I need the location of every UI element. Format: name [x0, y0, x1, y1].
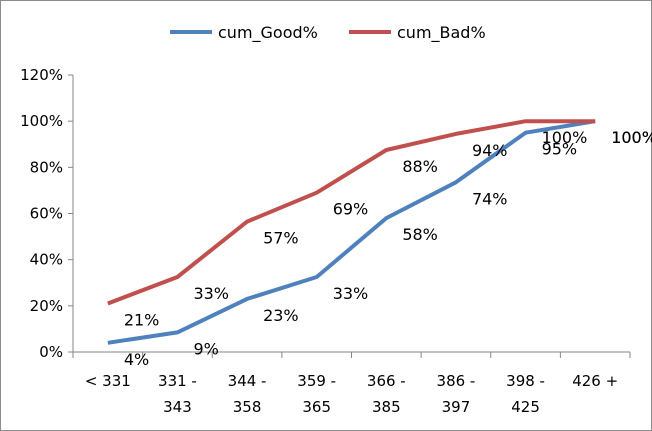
x-tick-label: 398 - 425 — [506, 372, 545, 416]
x-tick-label: 344 - 358 — [228, 372, 267, 416]
x-tick-label: 366 - 385 — [367, 372, 406, 416]
y-tick-label: 20% — [30, 297, 63, 315]
y-tick-label: 40% — [30, 251, 63, 269]
legend-label: cum_Good% — [218, 23, 318, 43]
y-tick-label: 120% — [20, 66, 63, 84]
data-label-cum-good: 33% — [333, 284, 369, 303]
data-label-cum-good: 100% — [611, 128, 652, 147]
x-tick-label-line: 426 + — [572, 372, 618, 390]
x-tick-label-line: 425 — [511, 398, 540, 416]
y-tick-label: 60% — [30, 205, 63, 223]
x-tick-label-line: 331 - — [158, 372, 197, 390]
x-tick-label-line: 397 — [442, 398, 471, 416]
legend-label: cum_Bad% — [397, 23, 486, 43]
x-tick-label-line: < 331 — [85, 372, 131, 390]
x-tick-label-line: 358 — [233, 398, 262, 416]
data-label-cum-good: 95% — [542, 140, 578, 159]
x-tick-label: 426 + — [572, 372, 618, 390]
data-label-cum-good: 58% — [402, 225, 438, 244]
x-tick-label: 331 - 343 — [158, 372, 197, 416]
x-tick-label-line: 366 - — [367, 372, 406, 390]
data-label-cum-bad: 21% — [124, 311, 160, 330]
data-label-cum-bad: 94% — [472, 141, 508, 160]
data-label-cum-good: 74% — [472, 189, 508, 208]
data-label-cum-bad: 88% — [402, 157, 438, 176]
data-label-cum-bad: 100% — [611, 128, 652, 147]
legend: cum_Good% cum_Bad% — [170, 23, 486, 43]
x-tick-label: 359 - 365 — [297, 372, 336, 416]
data-labels: 4%9%23%33%58%74%95%100%21%33%57%69%88%94… — [124, 128, 652, 369]
y-tick-label: 80% — [30, 158, 63, 176]
data-label-cum-bad: 33% — [193, 284, 229, 303]
x-tick-label-line: 365 — [302, 398, 331, 416]
series-line-cum-bad — [107, 119, 596, 306]
data-label-cum-bad: 57% — [263, 229, 299, 248]
x-tick-label-line: 344 - — [228, 372, 267, 390]
data-label-cum-good: 9% — [193, 339, 218, 358]
data-label-cum-good: 4% — [124, 350, 149, 369]
y-tick-label: 100% — [20, 112, 63, 130]
x-tick-label-line: 386 - — [437, 372, 476, 390]
axes: 0% 20% 40% 60% 80% 100% 120% < 331 331 - 343 344 -… — [20, 66, 631, 416]
y-tick-label: 0% — [39, 343, 63, 361]
x-tick-label-line: 398 - — [506, 372, 545, 390]
x-tick-label: 386 - 397 — [437, 372, 476, 416]
x-tick-label-line: 385 — [372, 398, 401, 416]
data-label-cum-good: 23% — [263, 306, 299, 325]
series-lines — [107, 119, 596, 345]
series-line-cum-good — [107, 119, 596, 345]
x-tick-label: < 331 — [85, 372, 131, 390]
x-tick-label-line: 359 - — [297, 372, 336, 390]
x-tick-label-line: 343 — [163, 398, 192, 416]
data-label-cum-bad: 69% — [333, 200, 369, 219]
data-label-cum-bad: 100% — [542, 128, 588, 147]
